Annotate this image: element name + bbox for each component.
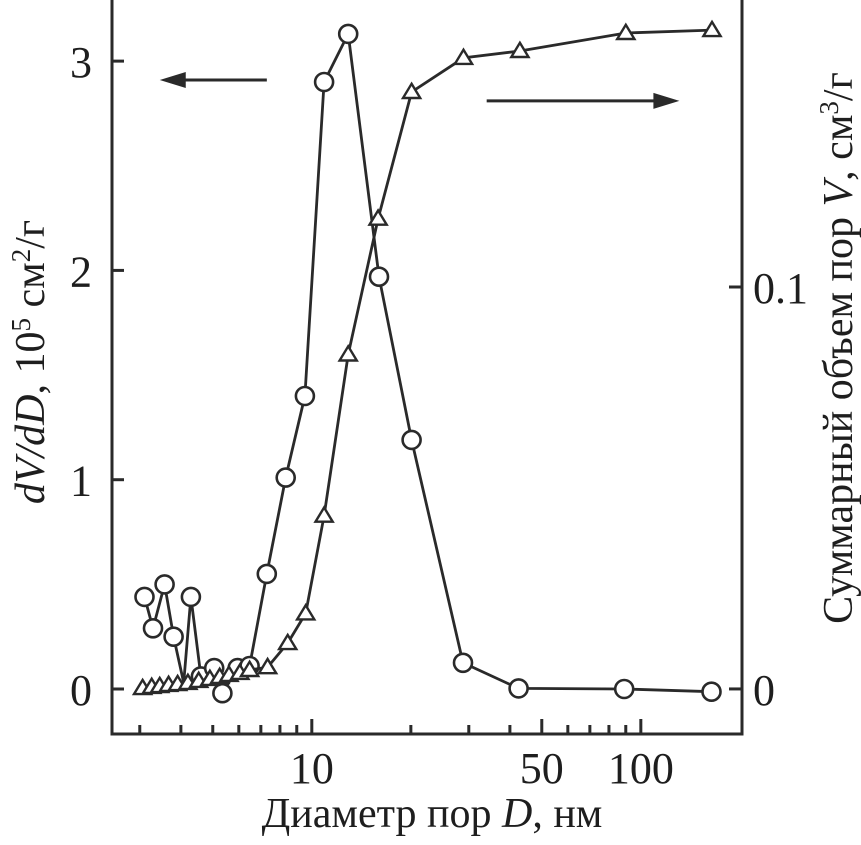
circle-marker xyxy=(452,652,474,674)
circle-marker xyxy=(154,574,175,595)
circle-marker xyxy=(256,563,278,585)
svg-text:100: 100 xyxy=(608,744,674,793)
triangle-marker xyxy=(238,659,261,678)
circle-marker xyxy=(508,678,529,699)
triangle-marker xyxy=(337,343,359,362)
circle-marker xyxy=(701,681,722,703)
circle-marker xyxy=(337,23,359,45)
triangle-marker xyxy=(701,19,723,38)
triangle-series-line xyxy=(142,28,713,690)
triangle-marker xyxy=(367,208,389,226)
circle-marker xyxy=(368,266,390,288)
axis-spines xyxy=(110,0,744,736)
right-arrow-head xyxy=(653,92,680,109)
left-arrow-head xyxy=(159,71,186,88)
right-axis-ticks xyxy=(729,285,742,691)
triangle-marker xyxy=(400,81,423,100)
svg-text:0: 0 xyxy=(753,666,775,715)
svg-text:50: 50 xyxy=(520,744,564,793)
svg-text:Диаметр пор D, нм: Диаметр пор D, нм xyxy=(262,791,603,837)
circle-marker xyxy=(142,617,164,639)
left-axis-label: dV/dD, 105 см2/г xyxy=(6,220,54,504)
circle-marker xyxy=(212,682,233,704)
svg-text:3: 3 xyxy=(70,38,92,87)
triangle-marker xyxy=(452,47,475,66)
svg-text:2: 2 xyxy=(70,247,92,296)
circle-marker xyxy=(275,467,297,488)
triangle-marker xyxy=(509,40,531,59)
svg-text:1: 1 xyxy=(70,457,92,506)
left-axis-ticks xyxy=(112,59,124,691)
svg-text:dV/dD, 105 см2/г: dV/dD, 105 см2/г xyxy=(6,220,54,504)
svg-text:0.1: 0.1 xyxy=(753,264,808,313)
triangle-marker xyxy=(256,656,279,675)
svg-text:10: 10 xyxy=(290,744,334,793)
circle-marker xyxy=(134,586,155,608)
right-arrow xyxy=(486,92,680,109)
circle-marker xyxy=(401,429,422,451)
right-axis-label: Суммарный объем пор V, см3/г xyxy=(814,72,861,624)
triangle-marker xyxy=(276,632,299,651)
x-axis-label: Диаметр пор D, нм xyxy=(262,791,603,837)
circle-marker xyxy=(180,586,202,608)
left-arrow xyxy=(159,71,267,88)
svg-text:0: 0 xyxy=(70,666,92,715)
triangle-marker xyxy=(615,22,637,41)
triangle-series xyxy=(131,19,723,696)
svg-text:Суммарный объем пор V, см3/г: Суммарный объем пор V, см3/г xyxy=(814,72,861,624)
circle-series-line xyxy=(143,29,712,697)
circle-marker xyxy=(294,385,316,407)
right-axis-tick-labels: 00.1 xyxy=(753,264,808,715)
x-axis-ticks xyxy=(138,719,643,734)
x-axis-tick-labels: 10 50 100 xyxy=(290,744,674,793)
triangle-marker xyxy=(294,602,317,621)
circle-marker xyxy=(163,626,184,648)
circle-series xyxy=(134,23,722,704)
triangle-marker xyxy=(313,505,335,523)
circle-marker xyxy=(313,71,335,93)
circle-marker xyxy=(613,678,635,700)
left-axis-tick-labels: 0 1 2 3 xyxy=(70,38,92,715)
